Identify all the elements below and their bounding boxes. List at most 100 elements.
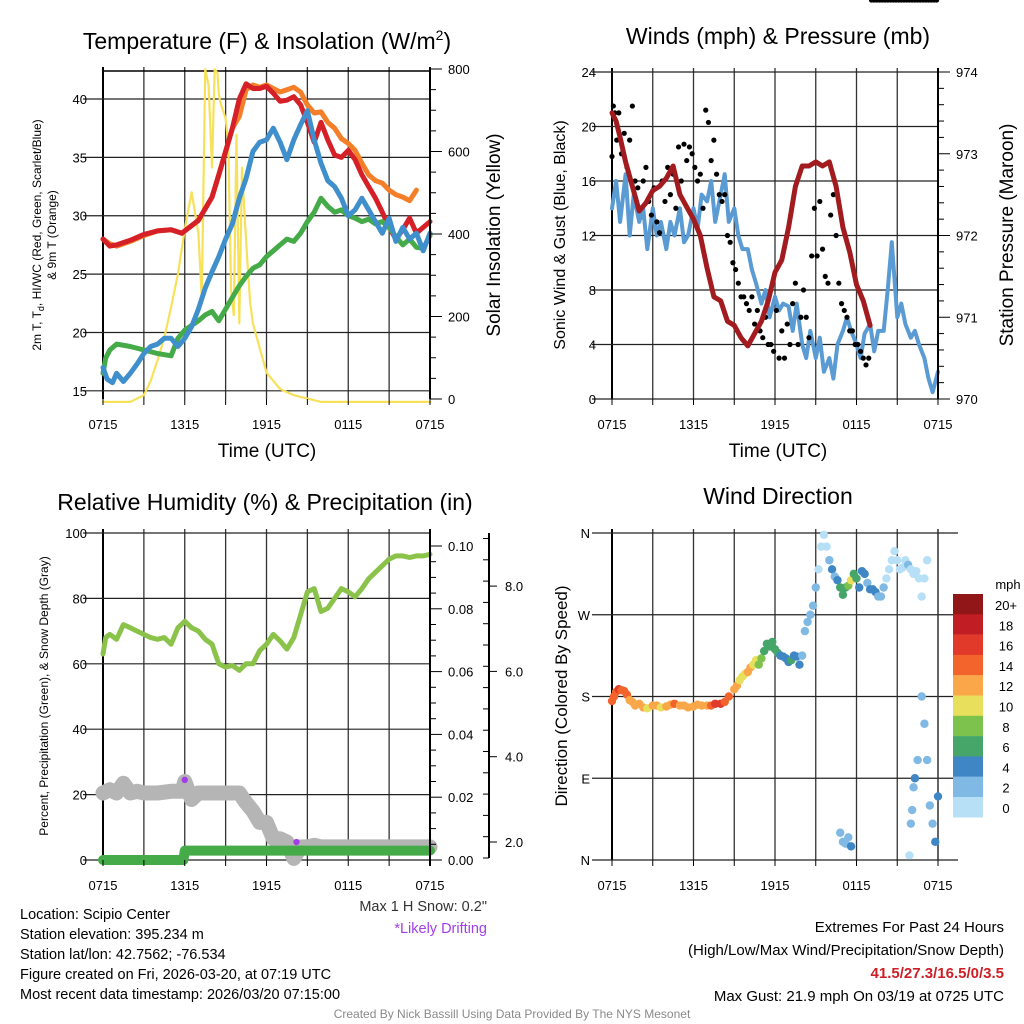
gust-point bbox=[741, 294, 747, 300]
colorbar-swatch bbox=[953, 695, 983, 716]
y-tick-label: 80 bbox=[73, 591, 87, 606]
sonic-wind-line bbox=[610, 172, 940, 395]
direction-point bbox=[931, 837, 940, 847]
direction-point bbox=[806, 610, 815, 619]
direction-point bbox=[863, 578, 872, 588]
humidity-ylabel: Percent, Precipitation (Green), & Snow D… bbox=[37, 556, 51, 835]
direction-tick-label: E bbox=[581, 771, 590, 786]
gust-point bbox=[684, 157, 690, 164]
direction-tick-label: W bbox=[578, 608, 591, 623]
x-tick-label: 1315 bbox=[170, 878, 199, 893]
gust-point bbox=[689, 151, 695, 157]
gust-point bbox=[713, 171, 720, 177]
gust-point bbox=[621, 130, 627, 136]
gust-point bbox=[817, 198, 823, 205]
y-tick-label: 0 bbox=[80, 853, 87, 868]
wind-direction-axes: N E S W N 0715 1315 1915 0115 0715 bbox=[578, 526, 953, 893]
gust-point bbox=[640, 178, 646, 184]
wind-direction-grid bbox=[592, 529, 958, 861]
direction-point bbox=[800, 626, 810, 636]
gust-point bbox=[860, 355, 866, 361]
credit-text: Created By Nick Bassill Using Data Provi… bbox=[333, 1007, 691, 1021]
direction-point bbox=[803, 617, 812, 627]
gust-point bbox=[730, 260, 736, 266]
gust-point bbox=[863, 362, 869, 368]
y-tick-label: 100 bbox=[65, 526, 87, 541]
y-tick-label: 25 bbox=[73, 267, 87, 282]
colorbar-label: 8 bbox=[1002, 720, 1009, 735]
gust-point bbox=[857, 348, 864, 354]
gust-point bbox=[781, 355, 788, 361]
gust-point bbox=[692, 164, 698, 170]
snow-note: Max 1 H Snow: 0.2" *Likely Drifting bbox=[359, 896, 487, 940]
colorbar-swatch bbox=[953, 654, 983, 676]
snow-tick-label: 8.0 bbox=[505, 579, 523, 594]
gust-point bbox=[844, 314, 850, 320]
precip-tick-label: 0.10 bbox=[448, 539, 473, 554]
x-tick-label: 1315 bbox=[170, 417, 199, 432]
direction-point bbox=[893, 556, 902, 565]
y-tick-label: 8 bbox=[589, 283, 596, 298]
precip-tick-label: 0.04 bbox=[448, 727, 473, 742]
x-tick-label: 0115 bbox=[334, 878, 362, 893]
colorbar-label: 10 bbox=[999, 700, 1013, 715]
speed-colorbar: mph 20+ 18 16 14 12 10 8 6 4 2 0 bbox=[953, 577, 1021, 818]
colorbar-swatch bbox=[953, 594, 983, 615]
recent-data-text: Most recent data timestamp: 2026/03/20 0… bbox=[20, 987, 341, 1003]
direction-point bbox=[882, 574, 891, 583]
precip-tick-label: 0.06 bbox=[448, 665, 473, 680]
gust-point bbox=[814, 253, 820, 259]
gust-point bbox=[822, 273, 828, 279]
gust-point bbox=[855, 341, 861, 348]
gust-point bbox=[681, 141, 687, 147]
right-tick-label: 200 bbox=[448, 310, 470, 325]
direction-point bbox=[852, 574, 861, 583]
temperature-panel: Temperature (F) & Insolation (W/m2) 15 20… bbox=[30, 27, 505, 462]
direction-point bbox=[768, 637, 777, 647]
humidity-panel: Relative Humidity (%) & Precipitation (i… bbox=[37, 489, 523, 893]
direction-point bbox=[907, 805, 917, 815]
drifting-point bbox=[293, 838, 300, 846]
winds-grid bbox=[592, 68, 939, 400]
direction-point bbox=[827, 565, 837, 574]
drifting-point bbox=[181, 776, 188, 784]
wind-direction-panel: Wind Direction N E S W N 0715 1315 1915 0115 0715… bbox=[552, 483, 1021, 893]
elevation-text: Station elevation: 395.234 m bbox=[20, 927, 204, 943]
gust-point bbox=[811, 205, 817, 211]
right-tick-label: 972 bbox=[956, 229, 978, 244]
extremes-heading: Extremes For Past 24 Hours bbox=[814, 919, 1004, 936]
direction-point bbox=[811, 583, 820, 592]
direction-point bbox=[846, 842, 856, 851]
direction-point bbox=[808, 601, 818, 610]
gust-point bbox=[819, 246, 826, 252]
right-tick-label: 974 bbox=[956, 65, 978, 80]
temperature-line-2 bbox=[100, 195, 433, 376]
direction-tick-label: N bbox=[581, 853, 590, 868]
location-text: Location: Scipio Center bbox=[20, 907, 170, 923]
colorbar-swatch bbox=[953, 634, 983, 656]
y-tick-label: 15 bbox=[73, 384, 87, 399]
y-tick-label: 60 bbox=[73, 657, 87, 672]
colorbar-label: 6 bbox=[1002, 740, 1009, 755]
gust-point bbox=[686, 144, 693, 150]
direction-point bbox=[920, 574, 929, 583]
gust-point bbox=[610, 103, 616, 109]
temperature-line-1 bbox=[100, 81, 433, 249]
gust-point bbox=[667, 192, 674, 198]
gust-point bbox=[773, 307, 779, 314]
gust-point bbox=[643, 164, 649, 170]
colorbar-label: 4 bbox=[1002, 760, 1009, 775]
direction-point bbox=[890, 546, 899, 556]
direction-point bbox=[814, 565, 823, 574]
x-tick-label: 1315 bbox=[679, 878, 708, 893]
x-tick-label: 0715 bbox=[924, 417, 953, 432]
wind-direction-title: Wind Direction bbox=[703, 483, 853, 509]
x-tick-label: 0715 bbox=[89, 417, 118, 432]
gust-point bbox=[798, 314, 804, 320]
y-tick-label: 20 bbox=[73, 325, 87, 340]
right-tick-label: 0 bbox=[448, 392, 455, 407]
colorbar-swatch bbox=[953, 614, 983, 635]
right-tick-label: 971 bbox=[956, 310, 978, 325]
station-info: Location: Scipio Center Station elevatio… bbox=[20, 905, 340, 1005]
right-tick-label: 970 bbox=[956, 392, 978, 407]
